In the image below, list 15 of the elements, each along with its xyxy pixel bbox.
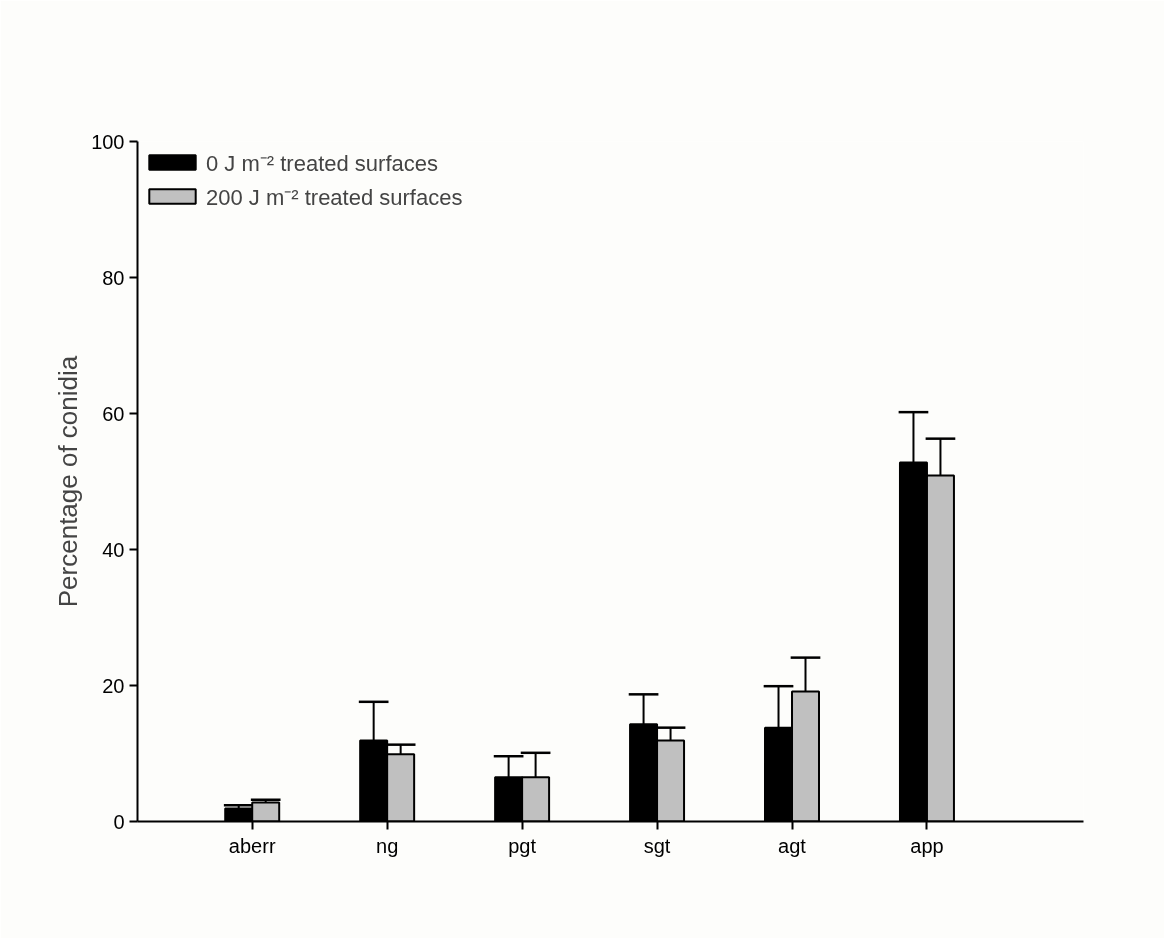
x-tick-label: ng [376, 834, 399, 857]
x-tick-label: sgt [643, 834, 671, 857]
y-tick-label: 20 [102, 674, 125, 697]
y-tick-label: 80 [102, 266, 125, 289]
y-tick-label: 0 [113, 810, 125, 833]
legend-label: 0 J m⁻² treated surfaces [206, 150, 438, 177]
x-tick-label: pgt [508, 834, 537, 857]
x-tick-label: aberr [228, 834, 276, 857]
legend-label: 200 J m⁻² treated surfaces [206, 184, 463, 211]
y-axis-title: Percentage of conidia [53, 355, 84, 608]
y-tick-label: 40 [102, 538, 125, 561]
y-tick-label: 60 [102, 402, 125, 425]
y-tick-label: 100 [91, 130, 125, 153]
x-tick-label: app [910, 834, 944, 857]
x-tick-label: agt [778, 834, 807, 857]
